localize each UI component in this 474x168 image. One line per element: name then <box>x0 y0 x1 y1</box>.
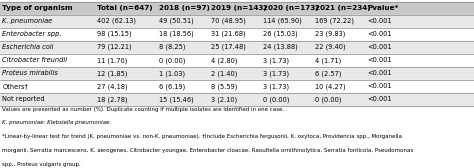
Bar <box>0 54 474 67</box>
Text: Not reported: Not reported <box>2 96 45 102</box>
Text: 24 (13.88): 24 (13.88) <box>263 44 298 51</box>
Text: <0.001: <0.001 <box>367 31 392 37</box>
Text: 3 (1.73): 3 (1.73) <box>263 57 289 64</box>
Text: <0.001: <0.001 <box>367 18 392 24</box>
Text: 49 (50.51): 49 (50.51) <box>159 18 193 25</box>
Text: morganii, Serratia marcescens, K. aerogenes, Citrobacter youngae, Enterobacter c: morganii, Serratia marcescens, K. aeroge… <box>2 148 414 153</box>
Text: 3 (1.73): 3 (1.73) <box>263 83 289 90</box>
Text: 3 (1.73): 3 (1.73) <box>263 70 289 77</box>
Text: Others†: Others† <box>2 83 28 89</box>
Text: 70 (48.95): 70 (48.95) <box>211 18 246 25</box>
Text: <0.001: <0.001 <box>367 70 392 76</box>
Text: 25 (17.48): 25 (17.48) <box>211 44 246 51</box>
Text: spp., Proteus vulgaris group.: spp., Proteus vulgaris group. <box>2 162 81 167</box>
Text: Total (n=647): Total (n=647) <box>97 5 153 11</box>
Text: 2018 (n=97): 2018 (n=97) <box>159 5 210 11</box>
Bar <box>0 15 474 28</box>
Text: 0 (0.00): 0 (0.00) <box>315 96 342 103</box>
Text: 6 (6.19): 6 (6.19) <box>159 83 185 90</box>
Bar <box>0 80 474 93</box>
Text: Pvalue*: Pvalue* <box>367 5 399 11</box>
Bar <box>0 28 474 41</box>
Text: Type of organism: Type of organism <box>2 5 73 11</box>
Text: Values are presented as number (%). Duplicate counting if multiple isolates are : Values are presented as number (%). Dupl… <box>2 107 284 112</box>
Text: 98 (15.15): 98 (15.15) <box>97 31 132 37</box>
Text: 22 (9.40): 22 (9.40) <box>315 44 346 51</box>
Text: Escherichia coli: Escherichia coli <box>2 44 54 50</box>
Text: 23 (9.83): 23 (9.83) <box>315 31 346 37</box>
Bar <box>0 2 474 15</box>
Text: 1 (1.03): 1 (1.03) <box>159 70 185 77</box>
Text: 0 (0.00): 0 (0.00) <box>263 96 290 103</box>
Bar <box>0 67 474 80</box>
Text: 27 (4.18): 27 (4.18) <box>97 83 128 90</box>
Text: 11 (1.70): 11 (1.70) <box>97 57 128 64</box>
Text: 2020 (n=173): 2020 (n=173) <box>263 5 319 11</box>
Text: *Linear-by-linear test for trend (K. pneumoniae vs. non-K. pneumoniae). †Include: *Linear-by-linear test for trend (K. pne… <box>2 134 402 139</box>
Text: <0.001: <0.001 <box>367 96 392 102</box>
Text: 18 (18.56): 18 (18.56) <box>159 31 193 37</box>
Text: Proteus mirabilis: Proteus mirabilis <box>2 70 58 76</box>
Text: 18 (2.78): 18 (2.78) <box>97 96 128 103</box>
Text: 12 (1.85): 12 (1.85) <box>97 70 128 77</box>
Text: 0 (0.00): 0 (0.00) <box>159 57 185 64</box>
Text: 2 (1.40): 2 (1.40) <box>211 70 237 77</box>
Text: <0.001: <0.001 <box>367 57 392 63</box>
Text: K. pneumoniae: K. pneumoniae <box>2 18 53 24</box>
Text: 31 (21.68): 31 (21.68) <box>211 31 246 37</box>
Text: 10 (4.27): 10 (4.27) <box>315 83 346 90</box>
Text: 8 (8.25): 8 (8.25) <box>159 44 185 51</box>
Text: <0.001: <0.001 <box>367 83 392 89</box>
Text: 4 (1.71): 4 (1.71) <box>315 57 341 64</box>
Text: 169 (72.22): 169 (72.22) <box>315 18 354 25</box>
Text: 3 (2.10): 3 (2.10) <box>211 96 237 103</box>
Text: 2019 (n=143): 2019 (n=143) <box>211 5 267 11</box>
Text: <0.001: <0.001 <box>367 44 392 50</box>
Text: 402 (62.13): 402 (62.13) <box>97 18 136 25</box>
Bar <box>0 41 474 54</box>
Text: Citrobacter freundii: Citrobacter freundii <box>2 57 67 63</box>
Text: 79 (12.21): 79 (12.21) <box>97 44 132 51</box>
Text: 26 (15.03): 26 (15.03) <box>263 31 298 37</box>
Text: 114 (65.90): 114 (65.90) <box>263 18 302 25</box>
Text: 2021 (n=234): 2021 (n=234) <box>315 5 371 11</box>
Text: K. pneumoniae: Klebsiella pneumoniae.: K. pneumoniae: Klebsiella pneumoniae. <box>2 120 111 125</box>
Text: 15 (15.46): 15 (15.46) <box>159 96 193 103</box>
Text: Enterobacter spp.: Enterobacter spp. <box>2 31 62 37</box>
Bar <box>0 93 474 106</box>
Text: 8 (5.59): 8 (5.59) <box>211 83 237 90</box>
Text: 6 (2.57): 6 (2.57) <box>315 70 342 77</box>
Text: 4 (2.80): 4 (2.80) <box>211 57 237 64</box>
